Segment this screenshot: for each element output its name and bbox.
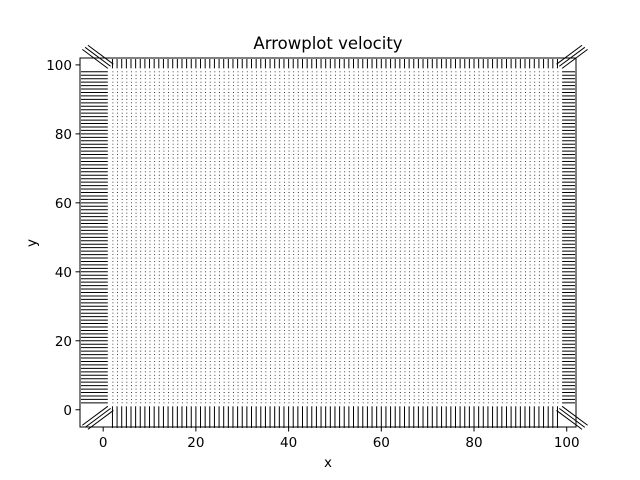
- corner-arrow: [82, 48, 109, 69]
- x-tick-label: 20: [187, 435, 204, 451]
- x-tick-label: 100: [554, 435, 580, 451]
- corner-arrow: [84, 46, 111, 67]
- x-tick-label: 80: [465, 435, 482, 451]
- corner-arrow: [559, 407, 586, 428]
- corner-arrow: [82, 405, 109, 426]
- quiver-field: [81, 44, 588, 430]
- chart-title: Arrowplot velocity: [253, 34, 402, 53]
- corner-arrow: [556, 410, 583, 430]
- y-axis-ticks: 0 20 40 60 80 100: [46, 58, 80, 419]
- y-tick-label: 40: [55, 265, 72, 281]
- x-tick-label: 40: [280, 435, 297, 451]
- x-tick-label: 0: [99, 435, 108, 451]
- corner-arrow: [84, 407, 111, 428]
- y-tick-label: 0: [63, 403, 72, 419]
- corner-arrow: [87, 44, 114, 65]
- corner-arrow: [561, 48, 588, 69]
- x-tick-label: 60: [373, 435, 390, 451]
- x-axis-ticks: 0 20 40 60 80 100: [99, 427, 580, 451]
- axes-frame: [79, 57, 577, 428]
- corner-arrow: [556, 44, 583, 65]
- y-tick-label: 100: [46, 58, 72, 74]
- y-tick-label: 20: [55, 334, 72, 350]
- corner-arrow: [559, 46, 586, 67]
- y-axis-label: y: [24, 239, 40, 247]
- corner-arrow: [87, 410, 114, 430]
- x-axis-label: x: [324, 455, 332, 471]
- interior-velocity-dots: [112, 71, 559, 404]
- y-tick-label: 80: [55, 127, 72, 143]
- corner-arrow: [561, 405, 588, 426]
- y-tick-label: 60: [55, 196, 72, 212]
